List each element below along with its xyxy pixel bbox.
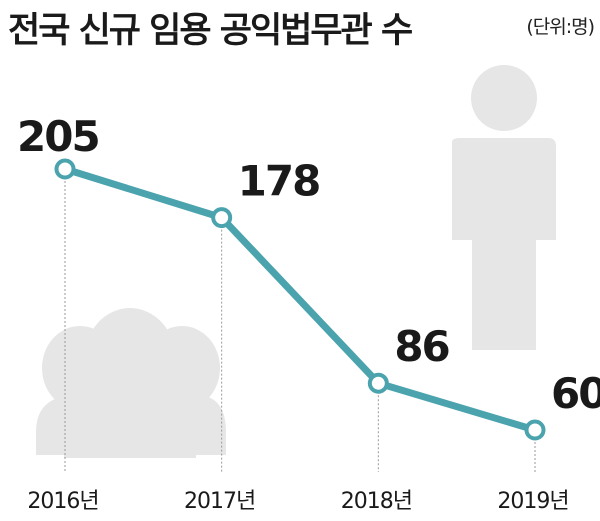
chart-title: 전국 신규 임용 공익법무관 수 (8, 11, 413, 51)
x-tick-label: 2017년 (184, 489, 255, 514)
person-icon (452, 65, 556, 350)
x-tick-label: 2019년 (497, 489, 568, 514)
group-of-people-icon (36, 308, 226, 458)
data-point (54, 158, 76, 180)
unit-label: (단위:명) (526, 16, 595, 38)
x-tick-label: 2018년 (341, 489, 412, 514)
series-line (61, 165, 539, 434)
data-point (211, 207, 233, 229)
data-label: 178 (238, 157, 320, 206)
x-tick-label: 2016년 (27, 489, 98, 514)
data-label: 60 (551, 369, 600, 418)
background-icons (36, 65, 556, 458)
data-point (367, 372, 389, 394)
data-point (524, 419, 546, 441)
data-label: 205 (17, 112, 99, 161)
data-labels: 205 178 86 60 (17, 112, 600, 418)
vertical-guide-lines (64, 169, 536, 472)
x-axis-tick-labels: 2016년 2017년 2018년 2019년 (27, 489, 569, 514)
data-markers (54, 158, 546, 441)
data-label: 86 (394, 322, 448, 371)
